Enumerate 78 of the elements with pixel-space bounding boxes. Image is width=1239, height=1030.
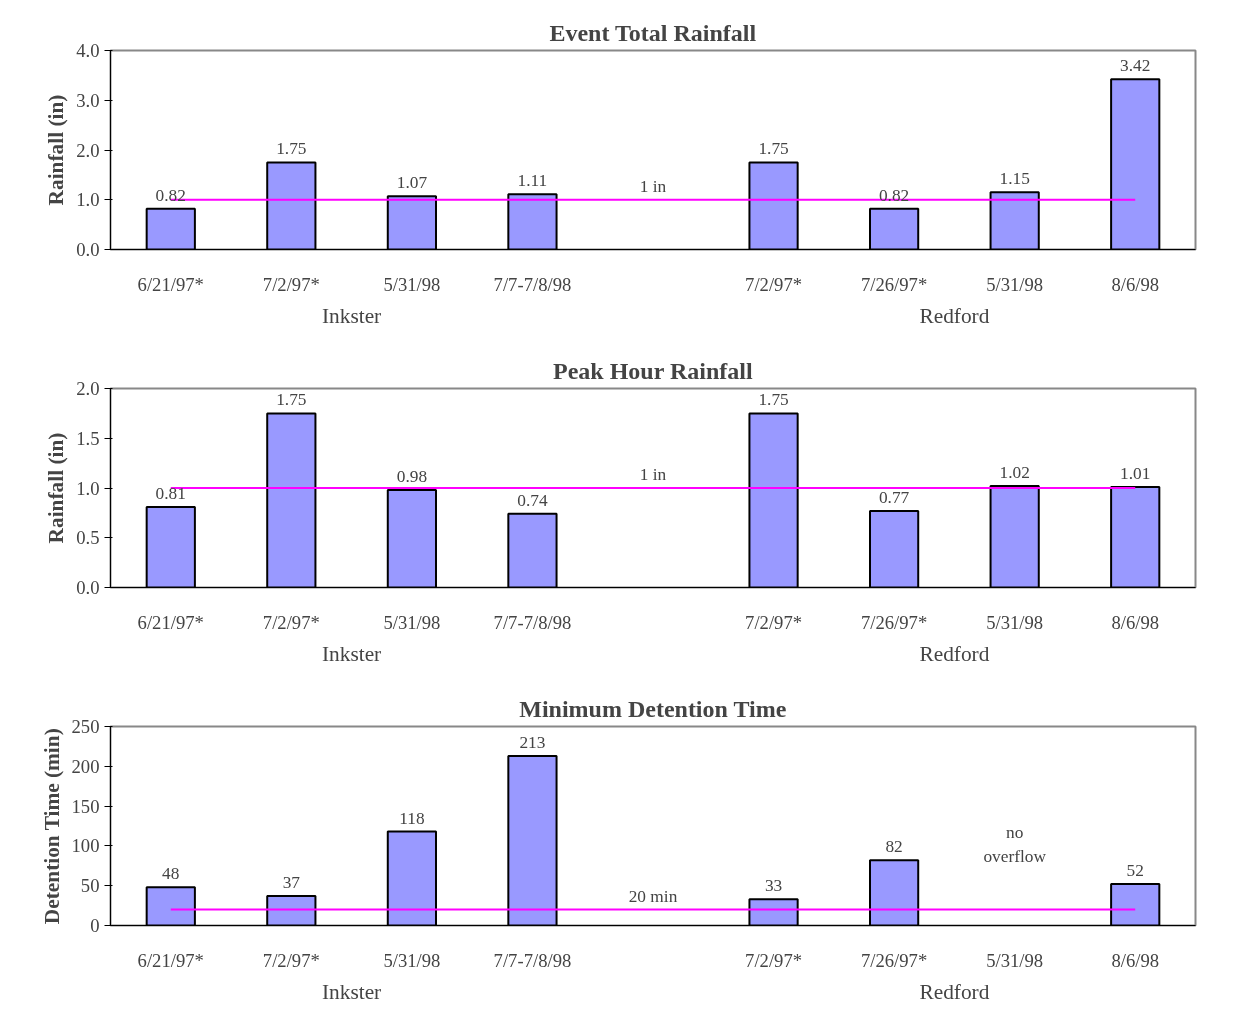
ref-line-label: 20 min — [628, 886, 678, 906]
data-label: 0.81 — [155, 483, 186, 503]
x-tick-label: 7/2/97* — [262, 273, 320, 295]
x-tick-label: 7/7-7/8/98 — [493, 949, 572, 971]
chart-title: Peak Hour Rainfall — [553, 357, 753, 384]
y-tick-label: 1.0 — [76, 189, 100, 211]
y-tick-label: 1.5 — [76, 427, 100, 449]
chart-title: Event Total Rainfall — [549, 19, 757, 46]
data-label: 0.74 — [517, 490, 548, 510]
y-tick-label: 0.0 — [76, 239, 100, 260]
y-tick-label: 3.0 — [76, 89, 100, 111]
x-tick-label: 7/2/97* — [262, 611, 320, 633]
x-tick-label: 5/31/98 — [986, 273, 1044, 295]
text: Redford — [919, 979, 990, 1004]
data-label: 37 — [282, 873, 301, 893]
data-label: 1.75 — [276, 390, 307, 410]
data-label: 1.07 — [396, 173, 428, 193]
x-tick-label: 7/2/97* — [745, 949, 803, 971]
y-tick-label: 150 — [71, 795, 100, 817]
y-tick-label: 250 — [71, 716, 100, 737]
data-label: 33 — [764, 876, 783, 896]
y-axis-title: Detention Time (min) — [39, 728, 64, 925]
data-label: 3.42 — [1120, 56, 1151, 76]
y-tick-label: 50 — [80, 875, 100, 897]
data-label: 1.75 — [758, 139, 789, 159]
data-label: 213 — [519, 732, 546, 752]
data-label: 0.82 — [155, 185, 186, 205]
x-tick-label: 8/6/98 — [1111, 273, 1160, 295]
x-tick-label: 6/21/97* — [137, 949, 204, 971]
x-tick-label: 7/7-7/8/98 — [493, 611, 572, 633]
y-axis-title: Rainfall (in) — [44, 432, 69, 544]
x-tick-label: 5/31/98 — [986, 611, 1044, 633]
data-label: 1.15 — [999, 169, 1030, 189]
data-label: 82 — [885, 837, 903, 857]
chart-title: Minimum Detention Time — [519, 695, 787, 722]
data-label: 118 — [399, 808, 425, 828]
y-tick-label: 2.0 — [76, 378, 100, 399]
x-tick-label: 7/7-7/8/98 — [493, 273, 572, 295]
y-tick-label: 200 — [71, 755, 100, 777]
data-label: 0.98 — [396, 466, 428, 486]
y-tick-label: 2.0 — [76, 139, 100, 161]
x-tick-label: 7/26/97* — [860, 611, 928, 633]
ref-line-label: 1 in — [639, 176, 667, 196]
x-tick-label: 7/2/97* — [745, 273, 803, 295]
y-tick-label: 0.5 — [76, 527, 100, 549]
x-tick-label: 8/6/98 — [1111, 949, 1160, 971]
x-tick-label: 5/31/98 — [383, 949, 441, 971]
ref-line-label: 1 in — [639, 465, 667, 484]
x-tick-label: 6/21/97* — [137, 611, 204, 633]
y-tick-label: 0.0 — [76, 577, 100, 598]
y-tick-label: 100 — [71, 835, 100, 857]
text: Redford — [919, 303, 990, 328]
data-label: 1.11 — [517, 171, 548, 191]
data-label: 52 — [1126, 861, 1144, 881]
y-tick-label: 1.0 — [76, 477, 100, 499]
x-tick-label: 7/2/97* — [745, 611, 803, 633]
text: Redford — [919, 641, 990, 666]
y-axis-title: Rainfall (in) — [44, 94, 69, 206]
x-tick-label: 7/2/97* — [262, 949, 320, 971]
x-tick-label: 7/26/97* — [860, 949, 928, 971]
text: Inkster — [322, 303, 382, 328]
data-label: 1.75 — [758, 390, 789, 410]
x-tick-label: 6/21/97* — [137, 273, 204, 295]
data-label: 0.77 — [878, 487, 910, 507]
data-label: 1.02 — [999, 463, 1030, 483]
data-label: 1.01 — [1120, 464, 1151, 484]
x-tick-label: 5/31/98 — [383, 273, 441, 295]
x-tick-label: 5/31/98 — [383, 611, 441, 633]
x-tick-label: 8/6/98 — [1111, 611, 1160, 633]
text: no overflow — [983, 822, 1046, 866]
data-label: 48 — [162, 864, 180, 884]
x-tick-label: 7/26/97* — [860, 273, 928, 295]
data-label: 1.75 — [276, 139, 307, 159]
x-tick-label: 5/31/98 — [986, 949, 1044, 971]
text: Inkster — [322, 979, 382, 1004]
text: Inkster — [322, 641, 382, 666]
y-tick-label: 0 — [90, 915, 100, 936]
y-tick-label: 4.0 — [76, 40, 100, 61]
